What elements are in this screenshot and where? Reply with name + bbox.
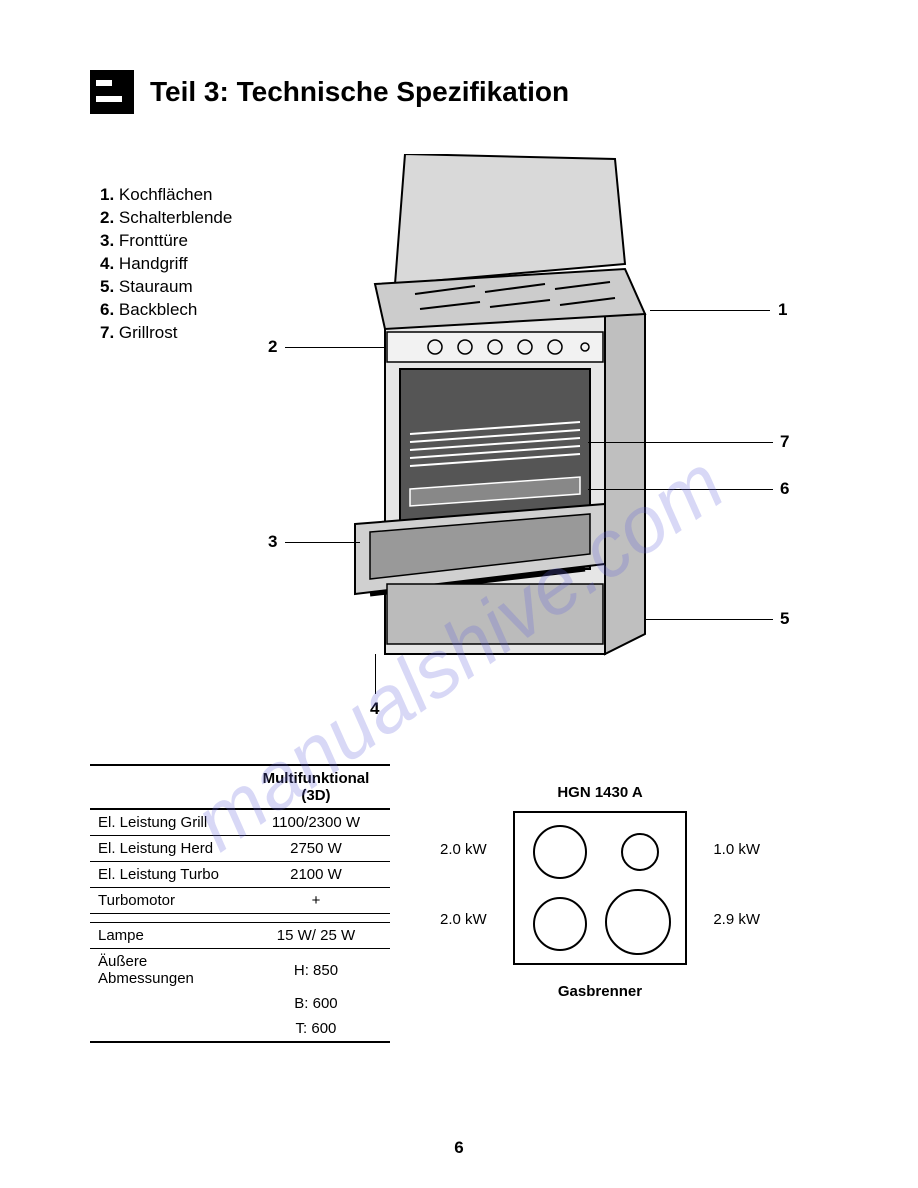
spec-label: Turbomotor xyxy=(90,888,242,914)
spec-label: Äußere Abmessungen xyxy=(90,949,242,992)
page-number: 6 xyxy=(454,1138,463,1158)
list-item: 1. Kochflächen xyxy=(100,184,232,207)
lower-content: Multifunktional (3D) El. Leistung Grill1… xyxy=(90,764,828,1043)
list-item: 7. Grillrost xyxy=(100,322,232,345)
callout-4: 4 xyxy=(370,699,379,719)
spec-value: 2750 W xyxy=(242,836,390,862)
burner-label-tr: 1.0 kW xyxy=(713,841,760,858)
burner-circle-br xyxy=(605,889,671,955)
burner-circle-tr xyxy=(621,833,659,871)
callout-3: 3 xyxy=(268,532,277,552)
spec-label: El. Leistung Herd xyxy=(90,836,242,862)
section-icon xyxy=(90,70,134,114)
section-title: Teil 3: Technische Spezifikation xyxy=(150,76,569,108)
parts-list: 1. Kochflächen 2. Schalterblende 3. Fron… xyxy=(100,184,232,345)
spec-label xyxy=(90,991,242,1016)
burner-label-br: 2.9 kW xyxy=(713,911,760,928)
callout-1: 1 xyxy=(778,300,787,320)
spec-value: + xyxy=(242,888,390,914)
spec-label xyxy=(90,1016,242,1042)
burner-label-bl: 2.0 kW xyxy=(440,911,487,928)
spec-header: Multifunktional (3D) xyxy=(242,765,390,809)
spec-label xyxy=(90,914,242,923)
spec-value: B: 600 xyxy=(242,991,390,1016)
oven-illustration xyxy=(325,154,665,674)
list-item: 6. Backblech xyxy=(100,299,232,322)
spec-label: El. Leistung Turbo xyxy=(90,862,242,888)
spec-label: El. Leistung Grill xyxy=(90,809,242,836)
burner-circle-bl xyxy=(533,897,587,951)
spec-value: H: 850 xyxy=(242,949,390,992)
spec-value: 1100/2300 W xyxy=(242,809,390,836)
burner-title: HGN 1430 A xyxy=(450,784,750,801)
list-item: 4. Handgriff xyxy=(100,253,232,276)
burner-box xyxy=(513,811,687,965)
spec-value: T: 600 xyxy=(242,1016,390,1042)
list-item: 5. Stauraum xyxy=(100,276,232,299)
burner-diagram: HGN 1430 A 2.0 kW 1.0 kW 2.0 kW 2.9 kW G… xyxy=(450,784,750,1000)
section-header: Teil 3: Technische Spezifikation xyxy=(90,70,828,114)
spec-value: 2100 W xyxy=(242,862,390,888)
callout-7: 7 xyxy=(780,432,789,452)
burner-circle-tl xyxy=(533,825,587,879)
figure-area: 1. Kochflächen 2. Schalterblende 3. Fron… xyxy=(90,154,828,734)
list-item: 3. Fronttüre xyxy=(100,230,232,253)
spec-table: Multifunktional (3D) El. Leistung Grill1… xyxy=(90,764,390,1043)
spec-label: Lampe xyxy=(90,923,242,949)
burner-caption: Gasbrenner xyxy=(450,983,750,1000)
callout-6: 6 xyxy=(780,479,789,499)
spec-value: 15 W/ 25 W xyxy=(242,923,390,949)
page: Teil 3: Technische Spezifikation 1. Koch… xyxy=(0,0,918,1188)
burner-label-tl: 2.0 kW xyxy=(440,841,487,858)
callout-5: 5 xyxy=(780,609,789,629)
spec-value xyxy=(242,914,390,923)
callout-2: 2 xyxy=(268,337,277,357)
list-item: 2. Schalterblende xyxy=(100,207,232,230)
